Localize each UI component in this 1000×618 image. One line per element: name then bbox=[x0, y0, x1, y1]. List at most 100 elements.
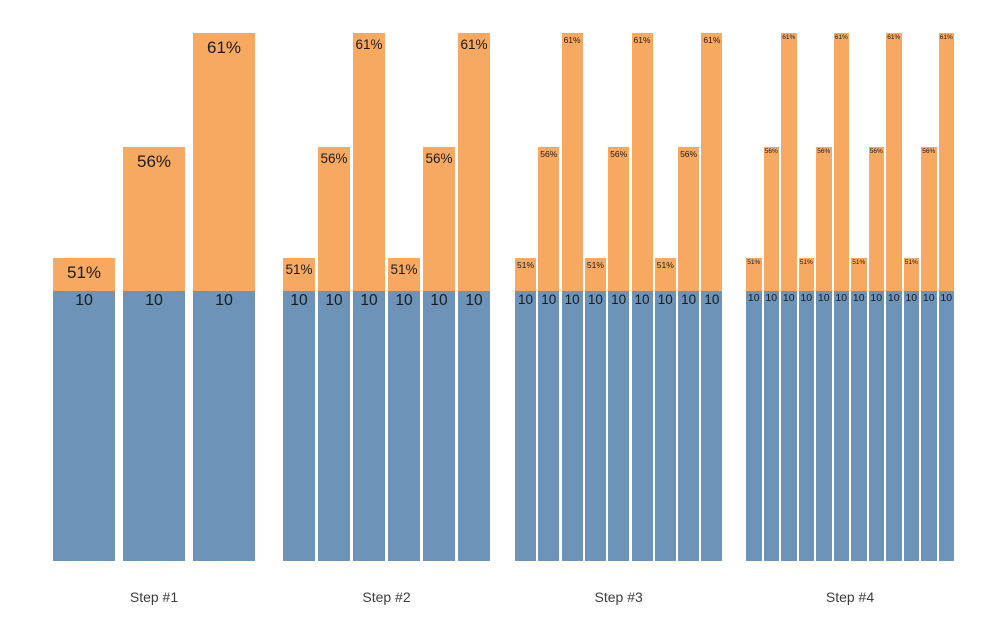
base-value-label: 10 bbox=[541, 292, 557, 307]
group-label-2: Step #2 bbox=[362, 589, 411, 605]
percent-label: 51% bbox=[390, 262, 418, 277]
bar-segment-base: 10 bbox=[798, 291, 814, 561]
group-label-3: Step #3 bbox=[594, 589, 643, 605]
bar-segment-base: 10 bbox=[816, 291, 832, 561]
stacked-bar: 51% 10 bbox=[798, 258, 814, 561]
percent-label: 61% bbox=[834, 34, 848, 41]
bar-segment-base: 10 bbox=[763, 291, 779, 561]
base-value-label: 10 bbox=[215, 292, 233, 309]
bar-segment-base: 10 bbox=[318, 291, 350, 561]
percent-label: 56% bbox=[764, 148, 778, 155]
base-value-label: 10 bbox=[395, 292, 413, 309]
base-value-label: 10 bbox=[704, 292, 720, 307]
percent-label: 56% bbox=[320, 151, 348, 166]
stacked-bar: 56% 10 bbox=[816, 147, 832, 561]
bar-segment-base: 10 bbox=[938, 291, 954, 561]
bar-segment-base: 10 bbox=[608, 291, 630, 561]
percent-label: 56% bbox=[425, 151, 453, 166]
base-value-label: 10 bbox=[517, 292, 534, 307]
stacked-bar: 51% 10 bbox=[388, 258, 420, 561]
percent-label: 56% bbox=[817, 148, 831, 155]
base-value-label: 10 bbox=[852, 292, 865, 304]
percent-label: 51% bbox=[799, 259, 813, 266]
base-value-label: 10 bbox=[887, 292, 900, 304]
base-value-label: 10 bbox=[870, 292, 883, 304]
stacked-bar: 56% 10 bbox=[608, 147, 630, 561]
bar-segment-base: 10 bbox=[193, 291, 255, 561]
stacked-bar: 61% 10 bbox=[938, 33, 954, 561]
group-label-4: Step #4 bbox=[825, 589, 875, 605]
base-value-label: 10 bbox=[681, 292, 697, 307]
base-value-label: 10 bbox=[922, 292, 935, 304]
stacked-bar: 51% 10 bbox=[903, 258, 919, 561]
stacked-bar: 51% 10 bbox=[654, 258, 676, 561]
stacked-bar: 56% 10 bbox=[123, 147, 185, 561]
percent-label: 51% bbox=[904, 259, 918, 266]
base-value-label: 10 bbox=[817, 292, 830, 304]
base-value-label: 10 bbox=[747, 292, 760, 304]
base-value-label: 10 bbox=[611, 292, 627, 307]
percent-label: 61% bbox=[355, 37, 383, 52]
percent-label: 61% bbox=[939, 34, 953, 41]
percent-label: 61% bbox=[782, 34, 796, 41]
bar-segment-base: 10 bbox=[886, 291, 902, 561]
percent-label: 56% bbox=[136, 152, 172, 171]
bar-segment-base: 10 bbox=[746, 291, 762, 561]
stacked-bar: 61% 10 bbox=[701, 33, 723, 561]
base-value-label: 10 bbox=[430, 292, 448, 309]
bar-segment-base: 10 bbox=[781, 291, 797, 561]
stacked-bar: 56% 10 bbox=[678, 147, 700, 561]
bar-segment-base: 10 bbox=[868, 291, 884, 561]
bar-segment-base: 10 bbox=[458, 291, 490, 561]
stacked-bar: 56% 10 bbox=[921, 147, 937, 561]
percent-label: 56% bbox=[540, 149, 558, 159]
percent-label: 61% bbox=[633, 35, 651, 45]
stacked-bar: 61% 10 bbox=[886, 33, 902, 561]
stacked-bar: 51% 10 bbox=[851, 258, 867, 561]
stacked-bar: 61% 10 bbox=[353, 33, 385, 561]
stacked-bar: 51% 10 bbox=[283, 258, 315, 561]
stacked-bar: 61% 10 bbox=[833, 33, 849, 561]
bar-segment-base: 10 bbox=[584, 291, 606, 561]
base-value-label: 10 bbox=[325, 292, 343, 309]
bar-segment-base: 10 bbox=[423, 291, 455, 561]
stacked-bar: 56% 10 bbox=[538, 147, 560, 561]
base-value-label: 10 bbox=[587, 292, 603, 307]
percent-label: 61% bbox=[460, 37, 488, 52]
percent-label: 51% bbox=[516, 260, 534, 270]
stacked-bar: 61% 10 bbox=[193, 33, 255, 561]
bar-segment-base: 10 bbox=[678, 291, 700, 561]
base-value-label: 10 bbox=[290, 292, 308, 309]
stacked-bar: 51% 10 bbox=[53, 258, 115, 561]
bar-segment-base: 10 bbox=[851, 291, 867, 561]
bar-segment-base: 10 bbox=[903, 291, 919, 561]
base-value-label: 10 bbox=[905, 292, 918, 304]
bar-segment-base: 10 bbox=[631, 291, 653, 561]
base-value-label: 10 bbox=[564, 292, 580, 307]
base-value-label: 10 bbox=[835, 292, 848, 304]
percent-label: 61% bbox=[206, 38, 242, 57]
base-value-label: 10 bbox=[765, 292, 778, 304]
bar-segment-base: 10 bbox=[283, 291, 315, 561]
stacked-bar: 61% 10 bbox=[781, 33, 797, 561]
bar-segment-base: 10 bbox=[701, 291, 723, 561]
stacked-bar: 56% 10 bbox=[423, 147, 455, 561]
base-value-label: 10 bbox=[940, 292, 953, 304]
base-value-label: 10 bbox=[360, 292, 378, 309]
bar-segment-base: 10 bbox=[515, 291, 536, 561]
stacked-bar: 61% 10 bbox=[561, 33, 583, 561]
base-value-label: 10 bbox=[75, 292, 93, 309]
stacked-bar: 51% 10 bbox=[584, 258, 606, 561]
base-value-label: 10 bbox=[657, 292, 673, 307]
base-value-label: 10 bbox=[634, 292, 650, 307]
percent-label: 61% bbox=[563, 35, 581, 45]
percent-label: 51% bbox=[747, 259, 761, 266]
percent-label: 61% bbox=[887, 34, 901, 41]
stacked-bar: 61% 10 bbox=[458, 33, 490, 561]
stacked-bar: 61% 10 bbox=[631, 33, 653, 561]
stacked-bar: 51% 10 bbox=[746, 258, 762, 561]
percent-label: 51% bbox=[656, 260, 674, 270]
base-value-label: 10 bbox=[782, 292, 795, 304]
percent-label: 51% bbox=[66, 263, 102, 282]
